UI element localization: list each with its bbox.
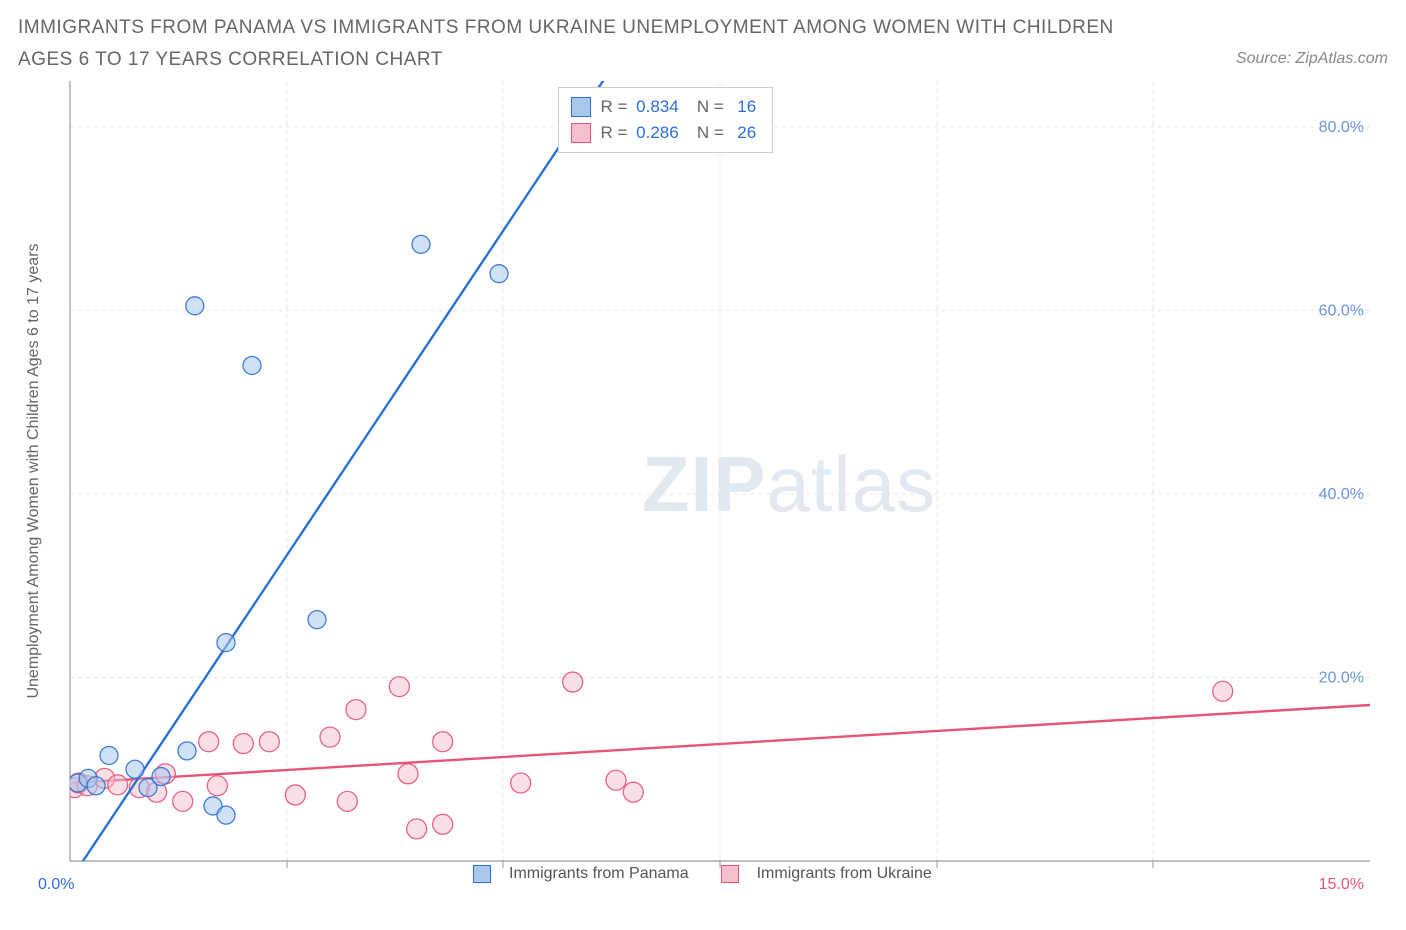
- legend-row-ukraine: R = 0.286 N = 26: [571, 120, 761, 146]
- data-point: [233, 733, 253, 753]
- legend-r-value: 0.286: [636, 123, 679, 143]
- scatter-chart: 20.0% 40.0% 60.0% 80.0% 0.0% 15.0%: [18, 81, 1376, 901]
- legend-n-label: N =: [683, 97, 729, 117]
- data-point: [178, 741, 196, 759]
- legend-r-label: R =: [601, 123, 633, 143]
- data-point: [243, 356, 261, 374]
- data-point: [337, 791, 357, 811]
- legend-swatch: [571, 97, 591, 117]
- legend-row-panama: R = 0.834 N = 16: [571, 94, 761, 120]
- data-point: [606, 770, 626, 790]
- data-point: [126, 760, 144, 778]
- data-point: [389, 676, 409, 696]
- legend-swatch: [571, 123, 591, 143]
- legend-swatch: [473, 865, 491, 883]
- series-ukraine: [18, 549, 1376, 901]
- y-tick-label: 40.0%: [1319, 486, 1364, 503]
- data-point: [173, 791, 193, 811]
- x-label-left: 0.0%: [38, 876, 74, 893]
- data-point: [259, 731, 279, 751]
- legend-r-value: 0.834: [636, 97, 679, 117]
- data-point: [320, 727, 340, 747]
- x-label-right: 15.0%: [1319, 876, 1364, 893]
- y-tick-label: 80.0%: [1319, 118, 1364, 135]
- series-legend: Immigrants from Panama Immigrants from Uk…: [473, 865, 932, 883]
- data-point: [100, 746, 118, 764]
- data-point: [152, 767, 170, 785]
- y-tick-label: 20.0%: [1319, 669, 1364, 686]
- data-point: [398, 763, 418, 783]
- legend-swatch: [721, 865, 739, 883]
- data-point: [199, 731, 219, 751]
- source-attribution: Source: ZipAtlas.com: [1236, 50, 1388, 68]
- correlation-legend: R = 0.834 N = 16R = 0.286 N = 26: [558, 87, 774, 153]
- series-legend-label: Immigrants from Panama: [509, 865, 689, 883]
- legend-n-value: 16: [733, 97, 757, 117]
- data-point: [490, 264, 508, 282]
- series-legend-item-ukraine: Immigrants from Ukraine: [721, 865, 932, 883]
- y-tick-label: 60.0%: [1319, 302, 1364, 319]
- chart-area: Unemployment Among Women with Children A…: [18, 81, 1376, 901]
- data-point: [623, 782, 643, 802]
- data-point: [433, 814, 453, 834]
- series-legend-item-panama: Immigrants from Panama: [473, 865, 689, 883]
- data-point: [217, 806, 235, 824]
- data-point: [186, 296, 204, 314]
- legend-n-label: N =: [683, 123, 729, 143]
- data-point: [511, 773, 531, 793]
- data-point: [217, 633, 235, 651]
- data-point: [563, 672, 583, 692]
- trend-line-ukraine: [18, 549, 1376, 901]
- source-name: ZipAtlas.com: [1296, 50, 1388, 67]
- series-legend-label: Immigrants from Ukraine: [757, 865, 932, 883]
- source-label: Source:: [1236, 50, 1296, 67]
- legend-n-value: 26: [733, 123, 757, 143]
- data-point: [412, 235, 430, 253]
- data-point: [207, 775, 227, 795]
- data-point: [346, 699, 366, 719]
- data-point: [285, 785, 305, 805]
- data-point: [433, 731, 453, 751]
- data-point: [87, 776, 105, 794]
- data-point: [308, 610, 326, 628]
- data-point: [407, 818, 427, 838]
- data-point: [108, 774, 128, 794]
- chart-title: IMMIGRANTS FROM PANAMA VS IMMIGRANTS FRO…: [18, 12, 1118, 77]
- y-axis-label: Unemployment Among Women with Children A…: [25, 243, 43, 698]
- data-point: [1213, 681, 1233, 701]
- legend-r-label: R =: [601, 97, 633, 117]
